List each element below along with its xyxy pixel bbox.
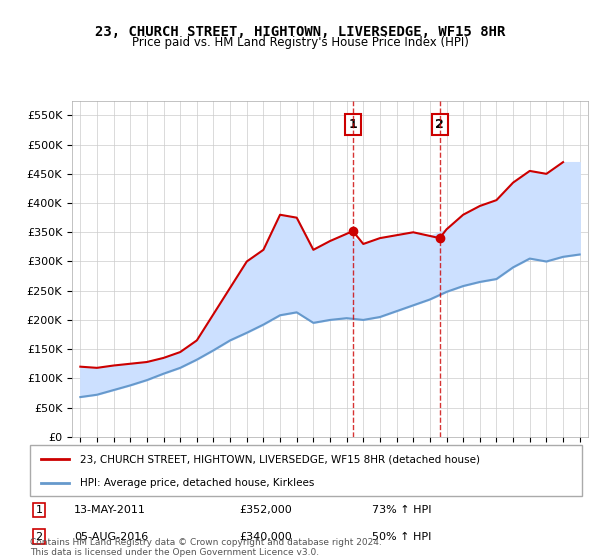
Text: 2: 2 bbox=[436, 118, 444, 131]
Text: 73% ↑ HPI: 73% ↑ HPI bbox=[372, 505, 432, 515]
Text: 1: 1 bbox=[349, 118, 357, 131]
Text: 23, CHURCH STREET, HIGHTOWN, LIVERSEDGE, WF15 8HR: 23, CHURCH STREET, HIGHTOWN, LIVERSEDGE,… bbox=[95, 25, 505, 39]
Text: £352,000: £352,000 bbox=[240, 505, 293, 515]
Text: Price paid vs. HM Land Registry's House Price Index (HPI): Price paid vs. HM Land Registry's House … bbox=[131, 36, 469, 49]
FancyBboxPatch shape bbox=[30, 445, 582, 496]
Text: 23, CHURCH STREET, HIGHTOWN, LIVERSEDGE, WF15 8HR (detached house): 23, CHURCH STREET, HIGHTOWN, LIVERSEDGE,… bbox=[80, 454, 479, 464]
Text: Contains HM Land Registry data © Crown copyright and database right 2024.
This d: Contains HM Land Registry data © Crown c… bbox=[30, 538, 382, 557]
Text: 13-MAY-2011: 13-MAY-2011 bbox=[74, 505, 146, 515]
Text: £340,000: £340,000 bbox=[240, 531, 293, 542]
Text: HPI: Average price, detached house, Kirklees: HPI: Average price, detached house, Kirk… bbox=[80, 478, 314, 488]
Text: 05-AUG-2016: 05-AUG-2016 bbox=[74, 531, 148, 542]
Text: 50% ↑ HPI: 50% ↑ HPI bbox=[372, 531, 431, 542]
Text: 1: 1 bbox=[35, 505, 43, 515]
Text: 2: 2 bbox=[35, 531, 43, 542]
